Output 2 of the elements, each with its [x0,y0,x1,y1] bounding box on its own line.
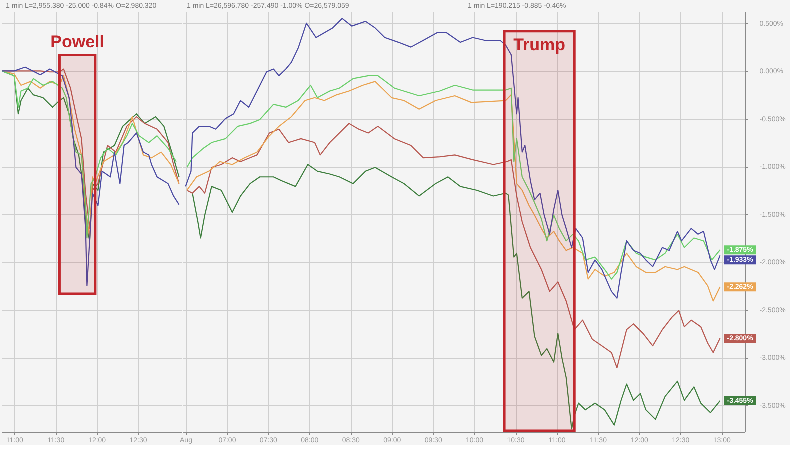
band-label: Powell [50,32,105,52]
band-label: Trump [514,35,566,54]
